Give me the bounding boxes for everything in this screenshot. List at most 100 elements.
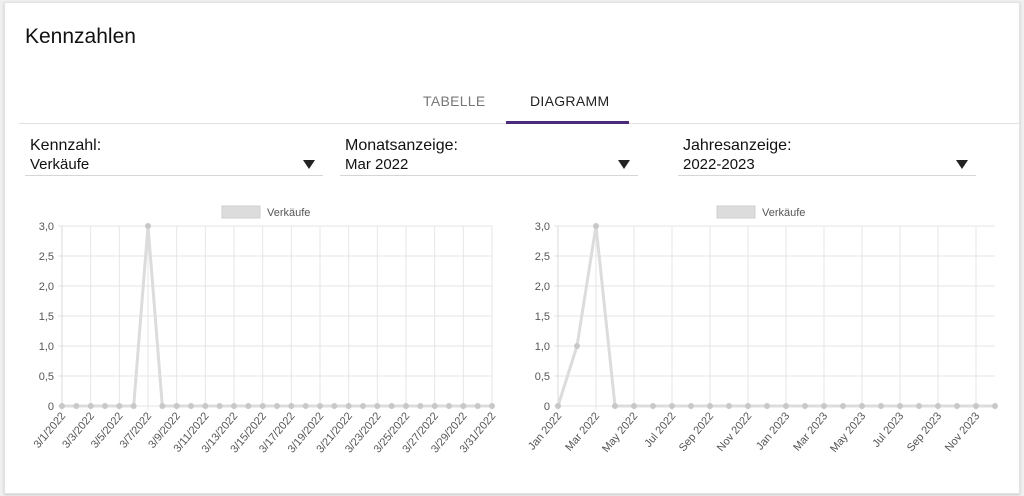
data-point[interactable] [130,403,137,409]
x-tick-label: May 2022 [600,410,640,455]
data-point[interactable] [116,403,123,409]
x-tick-label: Jan 2022 [526,410,564,452]
daily-sales-chart: Verkäufe00,51,01,52,02,53,03/1/20223/3/2… [32,205,498,455]
data-point[interactable] [802,403,808,409]
data-point[interactable] [783,403,789,409]
kennzahl-value: Verkäufe [30,156,90,173]
legend-label[interactable]: Verkäufe [762,207,805,219]
data-point[interactable] [460,403,467,409]
data-point[interactable] [417,403,424,409]
data-point[interactable] [302,403,309,409]
data-point[interactable] [555,403,561,409]
data-point[interactable] [474,403,481,409]
y-tick-label: 2,0 [39,281,54,293]
data-point[interactable] [173,403,180,409]
data-point[interactable] [973,403,979,409]
data-point[interactable] [897,403,903,409]
x-tick-label: Mar 2022 [563,410,602,453]
data-point[interactable] [259,403,266,409]
data-point[interactable] [650,403,656,409]
jahresanzeige-value: 2022-2023 [683,156,755,173]
y-tick-label: 2,5 [535,251,550,263]
data-point[interactable] [87,403,94,409]
data-point[interactable] [764,403,770,409]
data-point[interactable] [859,403,865,409]
active-tab-indicator [506,121,629,124]
tab-diagramm[interactable]: DIAGRAMM [530,93,610,109]
data-point[interactable] [631,403,637,409]
data-point[interactable] [431,403,438,409]
dropdown-arrow-icon [956,160,968,169]
data-point[interactable] [707,403,713,409]
y-tick-label: 3,0 [535,221,550,233]
y-tick-label: 3,0 [39,221,54,233]
data-point[interactable] [669,403,675,409]
data-point[interactable] [612,403,618,409]
legend-label[interactable]: Verkäufe [267,207,310,219]
data-point[interactable] [403,403,409,409]
y-tick-label: 0,5 [39,371,54,383]
monatsanzeige-value: Mar 2022 [345,156,409,173]
data-point[interactable] [188,403,194,409]
data-point[interactable] [274,403,280,409]
y-tick-label: 1,5 [535,311,550,323]
data-point[interactable] [288,403,295,409]
data-point[interactable] [345,403,352,409]
dropdown-arrow-icon [618,160,630,169]
legend-swatch[interactable] [716,205,756,219]
tab-tabelle[interactable]: TABELLE [423,93,486,109]
data-point[interactable] [489,403,495,409]
data-point[interactable] [73,403,80,409]
x-tick-label: Mar 2023 [791,410,830,453]
legend-swatch[interactable] [221,205,261,219]
data-point[interactable] [726,403,732,409]
data-point[interactable] [878,403,884,409]
x-tick-label: Sep 2022 [677,410,716,454]
x-tick-label: Nov 2023 [943,410,982,454]
series-line-verkaeufe [556,225,995,408]
data-point[interactable] [574,343,580,349]
data-point[interactable] [446,403,452,409]
y-tick-label: 2,5 [39,251,54,263]
data-point[interactable] [840,403,846,409]
data-point[interactable] [145,223,151,229]
x-tick-label: Sep 2023 [905,410,944,454]
data-point[interactable] [374,403,381,409]
y-tick-label: 1,0 [535,341,550,353]
data-point[interactable] [231,403,237,409]
data-point[interactable] [688,403,694,409]
kennzahl-select[interactable]: Kennzahl: Verkäufe [25,135,323,176]
jahresanzeige-label: Jahresanzeige: [683,137,792,154]
data-point[interactable] [745,403,751,409]
y-tick-label: 0,5 [535,371,550,383]
x-tick-label: Jan 2023 [754,410,792,452]
data-point[interactable] [317,403,323,409]
x-tick-label: Nov 2022 [715,410,754,454]
data-point[interactable] [102,403,108,409]
jahresanzeige-select[interactable]: Jahresanzeige: 2022-2023 [678,135,976,176]
x-tick-label: Jul 2022 [642,410,678,450]
data-point[interactable] [59,403,65,409]
data-point[interactable] [245,403,252,409]
data-point[interactable] [916,403,922,409]
monatsanzeige-label: Monatsanzeige: [345,137,458,154]
y-tick-label: 0 [48,401,54,413]
data-point[interactable] [935,403,941,409]
data-point[interactable] [593,223,599,229]
y-tick-label: 1,5 [39,311,54,323]
data-point[interactable] [159,403,166,409]
data-point[interactable] [202,403,209,409]
data-point[interactable] [360,403,366,409]
data-point[interactable] [821,403,827,409]
kennzahlen-card: Kennzahlen TABELLE DIAGRAMM Kennzahl: Ve… [4,2,1020,494]
y-tick-label: 1,0 [39,341,54,353]
data-point[interactable] [992,403,998,409]
kennzahl-label: Kennzahl: [30,137,102,154]
data-point[interactable] [216,403,223,409]
data-point[interactable] [954,403,960,409]
data-point[interactable] [331,403,338,409]
y-tick-label: 0 [544,401,550,413]
monatsanzeige-select[interactable]: Monatsanzeige: Mar 2022 [340,135,638,176]
data-point[interactable] [388,403,395,409]
